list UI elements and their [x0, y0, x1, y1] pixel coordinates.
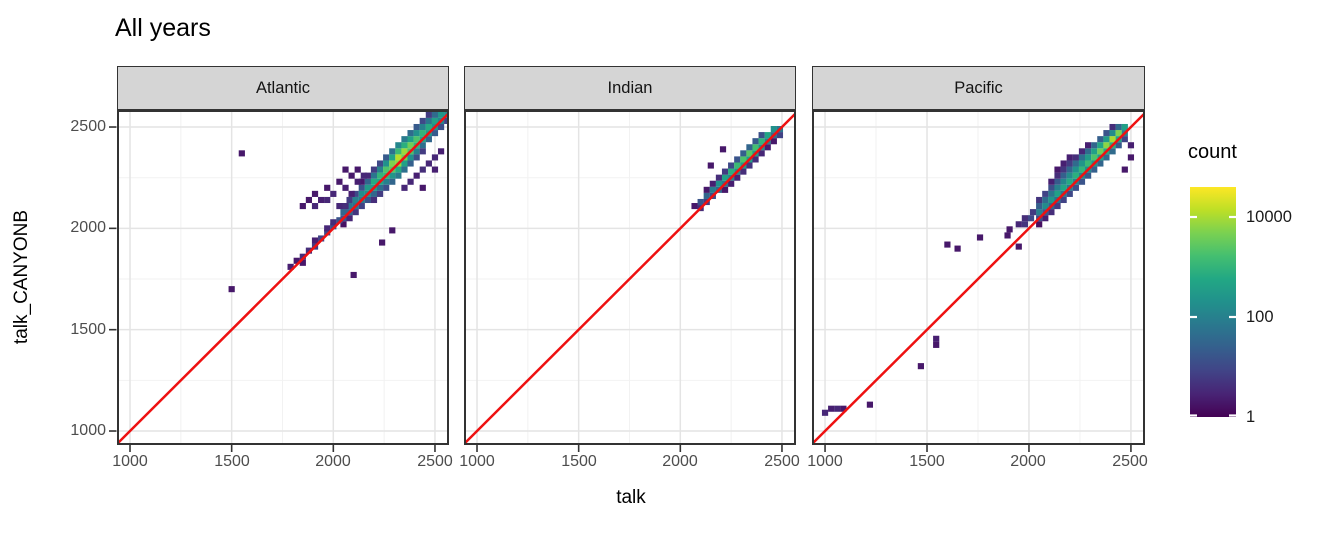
panel-svg-1 — [464, 110, 796, 445]
legend-tick-label-100: 100 — [1246, 308, 1274, 326]
x-tick-label: 1500 — [214, 453, 250, 470]
facet-strip-pacific: Pacific — [812, 66, 1145, 110]
x-tick-label: 2000 — [315, 453, 351, 470]
facet-strip-label: Atlantic — [255, 78, 311, 97]
x-axis-title: talk — [616, 487, 646, 508]
x-tick-label: 1000 — [807, 453, 843, 470]
facet-strip-atlantic: Atlantic — [117, 66, 449, 110]
facet-strip-indian: Indian — [464, 66, 796, 110]
facet-panel-atlantic — [117, 110, 449, 445]
legend-title: count — [1188, 141, 1237, 163]
facet-panel-pacific — [812, 110, 1145, 445]
x-tick-label: 2500 — [417, 453, 453, 470]
y-tick-label-1000: 1000 — [70, 422, 106, 439]
x-tick-label: 1500 — [561, 453, 597, 470]
legend-tick-label-1: 1 — [1246, 408, 1256, 426]
panel-svg-2 — [812, 110, 1145, 445]
facet-panel-indian — [464, 110, 796, 445]
y-tick-label-2500: 2500 — [70, 118, 106, 135]
y-tick-label-2000: 2000 — [70, 219, 106, 236]
x-tick-label: 2500 — [1112, 453, 1148, 470]
x-tick-label: 2000 — [662, 453, 698, 470]
x-tick-label: 1500 — [909, 453, 945, 470]
legend-tick-label-10000: 10000 — [1246, 208, 1292, 226]
x-tick-label: 2000 — [1010, 453, 1046, 470]
y-axis-title: talk_CANYONB — [11, 209, 32, 345]
x-tick-label: 1000 — [112, 453, 148, 470]
legend-colorbar — [1190, 187, 1236, 417]
plot-title: All years — [115, 14, 211, 42]
y-tick-label-1500: 1500 — [70, 321, 106, 338]
facet-strip-label: Pacific — [954, 78, 1003, 97]
x-tick-label: 1000 — [459, 453, 495, 470]
facet-strip-label: Indian — [607, 78, 653, 97]
panel-svg-0 — [117, 110, 449, 445]
x-tick-label: 2500 — [764, 453, 800, 470]
